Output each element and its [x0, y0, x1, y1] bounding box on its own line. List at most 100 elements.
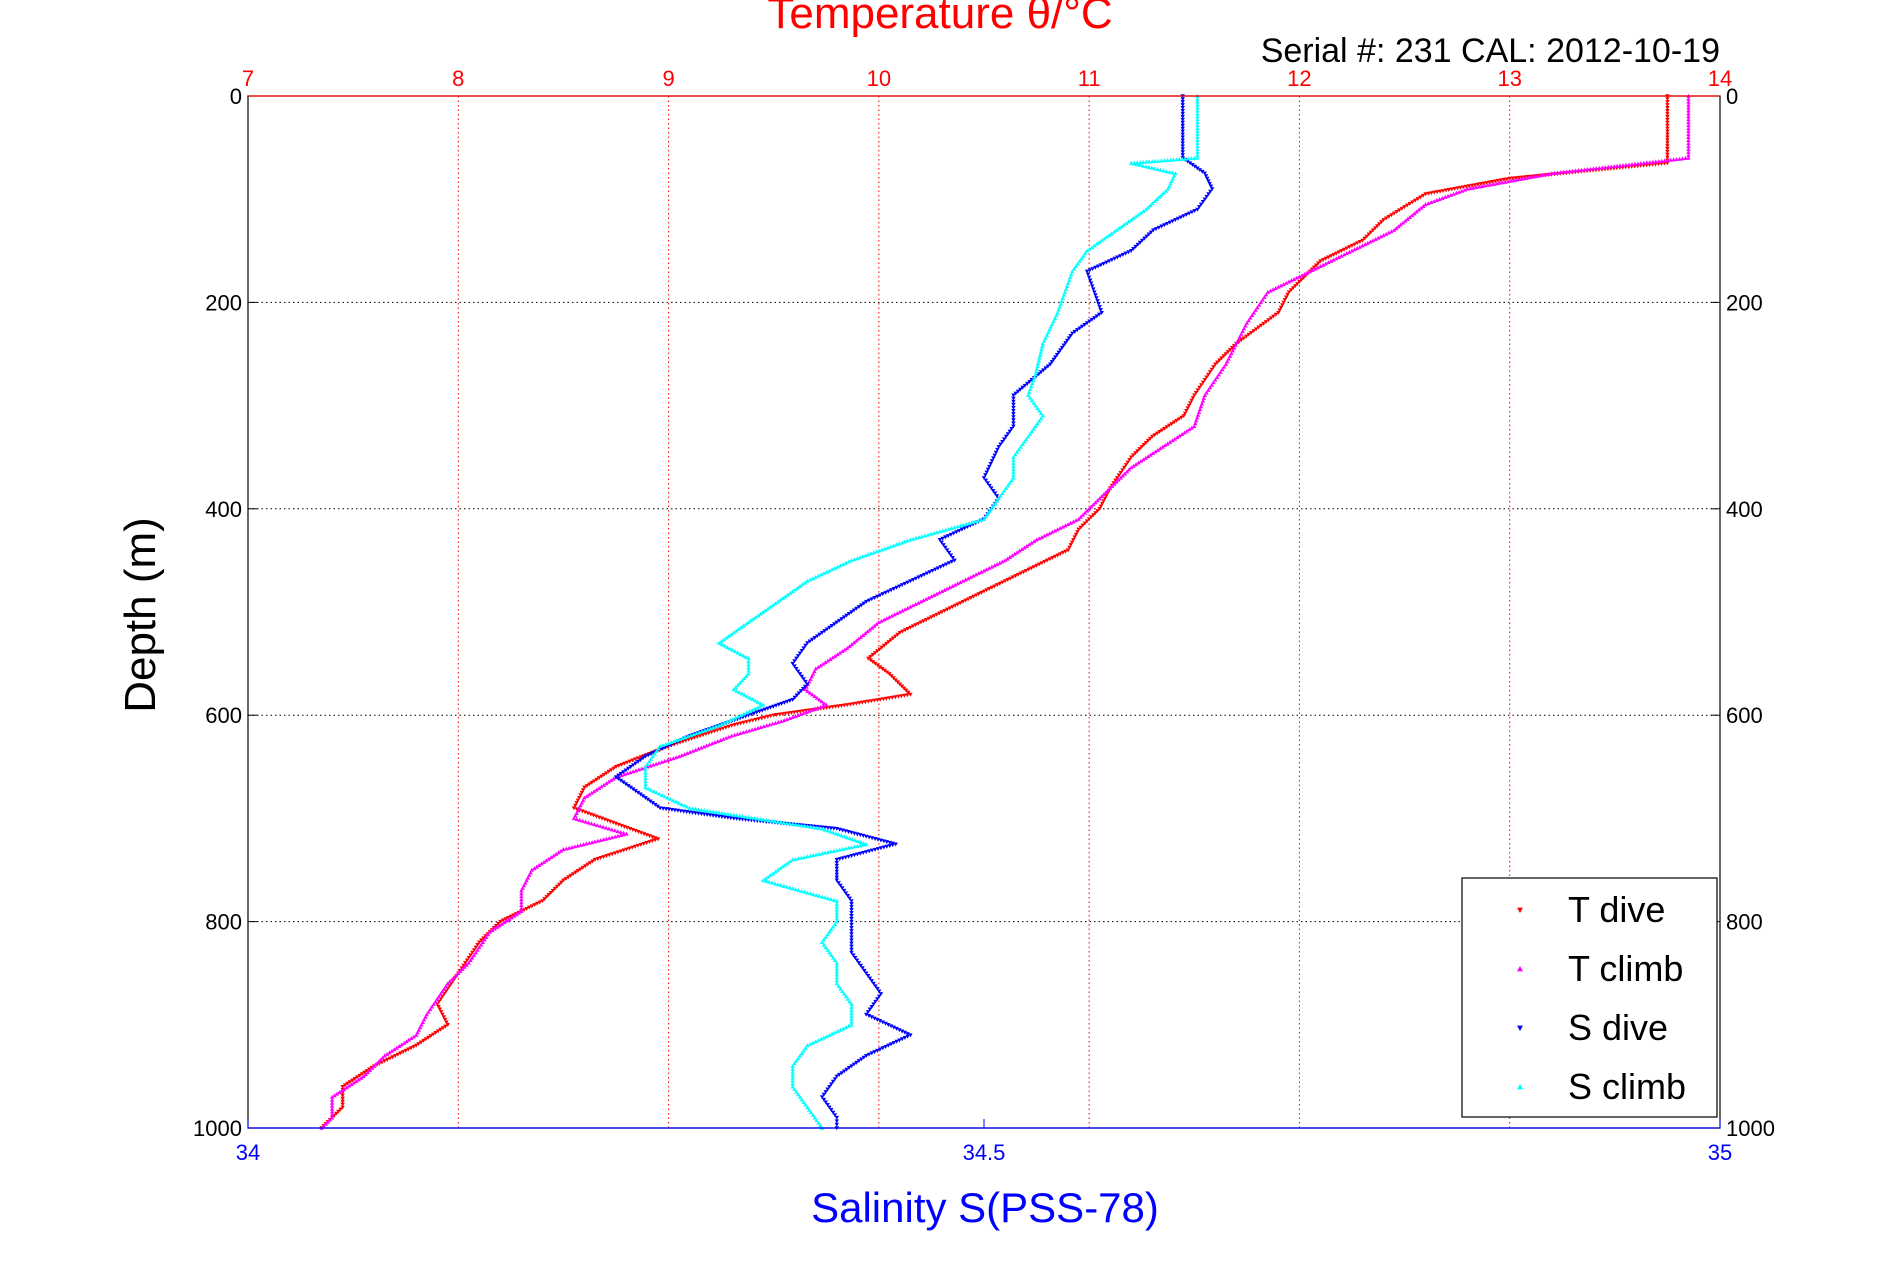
- data-point: [1302, 271, 1307, 276]
- data-point: [363, 1072, 368, 1077]
- data-point: [830, 1031, 835, 1036]
- data-point: [1168, 157, 1173, 162]
- data-point: [875, 1017, 880, 1022]
- data-point: [601, 782, 607, 787]
- data-point: [998, 442, 1003, 447]
- data-point: [945, 534, 951, 539]
- data-point: [561, 847, 566, 852]
- data-point: [1059, 298, 1065, 303]
- data-point: [834, 860, 839, 865]
- data-point: [735, 731, 740, 736]
- data-point: [662, 794, 667, 799]
- data-point: [752, 698, 758, 703]
- data-point: [867, 1007, 873, 1012]
- data-point: [872, 1050, 877, 1055]
- data-point: [1181, 414, 1186, 419]
- data-point: [428, 1034, 433, 1039]
- data-point: [577, 796, 582, 800]
- y-tick-label-right: 800: [1726, 910, 1763, 935]
- data-point: [713, 810, 719, 814]
- data-point: [843, 560, 849, 565]
- data-point: [1213, 377, 1218, 382]
- data-point: [869, 625, 875, 630]
- data-point: [1037, 408, 1042, 413]
- data-point: [336, 1109, 341, 1114]
- data-point: [908, 625, 913, 630]
- data-point: [849, 905, 854, 910]
- data-point: [881, 617, 887, 622]
- data-point: [1025, 393, 1031, 398]
- data-point: [1514, 177, 1520, 182]
- data-point: [1084, 321, 1090, 326]
- data-point: [1376, 235, 1381, 240]
- data-point: [1051, 357, 1056, 362]
- data-point: [1056, 350, 1061, 355]
- data-point: [643, 754, 648, 759]
- data-point: [487, 929, 493, 934]
- data-point: [802, 855, 807, 859]
- data-point: [643, 767, 648, 772]
- data-point: [1195, 152, 1200, 157]
- data-point: [1155, 167, 1160, 172]
- data-point: [787, 821, 792, 826]
- data-point: [1443, 194, 1448, 199]
- data-point: [792, 1087, 797, 1092]
- data-point: [1175, 216, 1181, 221]
- data-point: [1030, 381, 1035, 386]
- data-point: [877, 665, 883, 670]
- data-point: [1055, 553, 1060, 558]
- data-point: [866, 598, 872, 603]
- data-point: [1037, 562, 1042, 567]
- data-point: [1398, 222, 1404, 227]
- data-point: [795, 654, 801, 659]
- data-point: [892, 612, 897, 617]
- data-point: [1141, 443, 1147, 448]
- data-point: [1328, 254, 1334, 259]
- data-point: [733, 715, 738, 720]
- data-point: [1286, 279, 1292, 284]
- data-point: [1451, 191, 1456, 196]
- data-point: [885, 545, 891, 550]
- data-point: [899, 1029, 905, 1034]
- data-point: [761, 609, 766, 614]
- x-top-tick-label: 8: [452, 66, 464, 91]
- data-point: [1002, 558, 1008, 563]
- data-point: [578, 793, 583, 798]
- data-point: [574, 817, 580, 822]
- data-point: [1077, 258, 1082, 263]
- data-point: [803, 1045, 808, 1050]
- data-point: [784, 884, 789, 889]
- data-point: [657, 791, 662, 796]
- data-point: [838, 563, 843, 568]
- data-point: [426, 1009, 431, 1014]
- data-point: [1405, 203, 1410, 208]
- data-point: [834, 869, 839, 874]
- data-point: [1665, 141, 1670, 146]
- data-point: [744, 694, 750, 699]
- data-point: [471, 948, 477, 953]
- data-point: [1347, 249, 1352, 254]
- data-point: [329, 1097, 335, 1102]
- data-point: [571, 816, 577, 821]
- data-point: [1379, 220, 1384, 225]
- data-point: [1229, 346, 1235, 351]
- data-point: [801, 1048, 806, 1053]
- data-point: [799, 648, 805, 653]
- data-point: [1437, 197, 1442, 201]
- data-point: [438, 997, 443, 1002]
- data-point: [1206, 192, 1211, 197]
- data-point: [1002, 579, 1008, 584]
- data-point: [849, 950, 854, 955]
- data-point: [431, 1032, 436, 1037]
- data-point: [1665, 149, 1670, 154]
- data-point: [532, 903, 537, 908]
- data-point: [1323, 256, 1328, 261]
- data-point: [635, 759, 641, 764]
- data-point: [1094, 314, 1100, 319]
- data-point: [1098, 263, 1104, 268]
- legend-marker: [1517, 966, 1523, 972]
- data-point: [1179, 415, 1184, 420]
- data-point: [1344, 246, 1349, 251]
